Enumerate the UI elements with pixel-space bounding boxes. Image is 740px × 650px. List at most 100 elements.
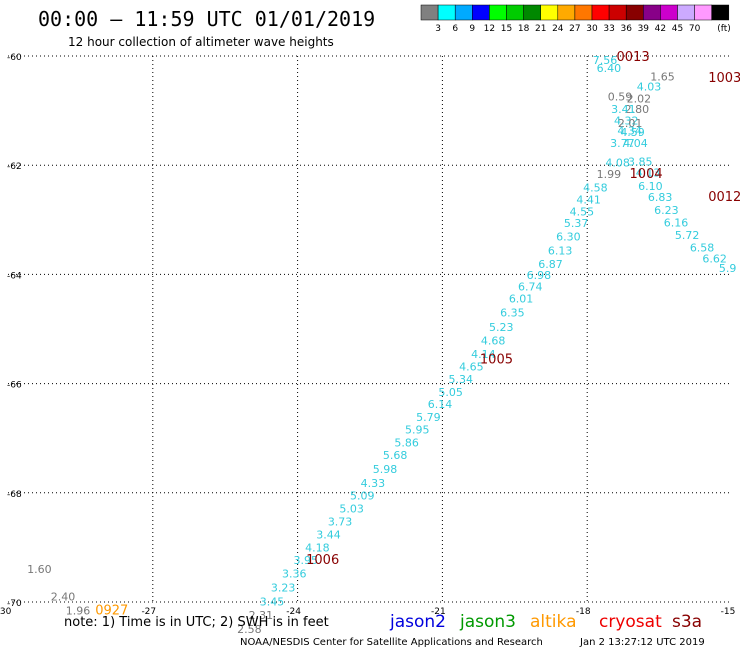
swh-point-label: 2.58 — [237, 623, 262, 636]
pass-time-label: 0927 — [95, 604, 128, 619]
colorbar-swatch — [523, 4, 541, 21]
swh-point-label: 4.04 — [623, 137, 648, 150]
swh-point-label: 4.59 — [620, 126, 645, 139]
swh-point-label: 5.68 — [383, 449, 408, 462]
satellite-legend: jason2 jason3 altika cryosat s3a — [389, 612, 702, 632]
swh-point-label: 5.09 — [350, 490, 375, 503]
swh-point-label: 4.18 — [305, 541, 330, 554]
swh-point-label: 3.95 — [294, 554, 319, 567]
plot-area — [155, 56, 740, 602]
swh-point-label: 5.05 — [438, 386, 463, 399]
plot-background — [155, 56, 740, 602]
swh-point-label: 3.73 — [328, 516, 353, 529]
colorbar-swatch — [591, 4, 610, 21]
swh-point-label: 2.01 — [618, 117, 643, 130]
swh-point-label: 5.72 — [675, 229, 700, 242]
satellite-legend-jason3: jason3 — [459, 612, 516, 632]
gridlines — [8, 55, 732, 603]
colorbar-swatch — [608, 4, 627, 21]
swh-point-label: 5.37 — [564, 217, 589, 230]
swh-point-label: 5.98 — [373, 463, 398, 476]
colorbar-swatch — [694, 4, 712, 21]
colorbar-unit-label: (ft) — [717, 24, 731, 34]
swh-point-label: 1.99 — [597, 168, 622, 181]
pass-time-label: 1005 — [480, 353, 513, 368]
footer: note: 1) Time is in UTC; 2) SWH is in fe… — [64, 612, 705, 648]
swh-point-label: 4.14 — [471, 348, 496, 361]
colorbar-tick-label: 15 — [501, 24, 512, 34]
colorbar-swatch — [489, 4, 507, 21]
swh-point-label: 0.59 — [608, 90, 633, 103]
y-tick-label: -66 — [7, 381, 22, 391]
swh-point-label: 6.40 — [597, 62, 622, 75]
colorbar-tick-label: 18 — [518, 24, 530, 34]
swh-point-label: 3.23 — [271, 581, 296, 594]
x-tick-label: -24 — [286, 607, 301, 617]
colorbar-tick-label: 45 — [672, 24, 683, 34]
swh-point-label: 6.16 — [664, 217, 689, 230]
colorbar-swatch — [454, 4, 473, 21]
x-tick-label: -30 — [0, 607, 12, 617]
swh-point-label: 5.34 — [448, 373, 473, 386]
colorbar-swatch — [506, 4, 524, 21]
satellite-legend-s3a: s3a — [672, 612, 702, 632]
chart-subtitle: 12 hour collection of altimeter wave hei… — [68, 35, 334, 49]
swh-point-label: 6.74 — [518, 280, 543, 293]
footer-timestamp: Jan 2 13:27:12 UTC 2019 — [579, 637, 705, 648]
swh-point-label: 6.01 — [509, 292, 534, 305]
swh-point-label: 5.23 — [489, 321, 514, 334]
swh-point-label: 6.83 — [648, 191, 673, 204]
swh-point-label: 3.85 — [628, 155, 653, 168]
y-tick-label: -64 — [7, 271, 22, 281]
colorbar-swatch — [437, 4, 456, 21]
swh-point-label: 6.35 — [500, 307, 525, 320]
pass-time-label: 0012 — [708, 190, 740, 205]
footer-note: note: 1) Time is in UTC; 2) SWH is in fe… — [64, 615, 329, 630]
chart-title: 00:00 – 11:59 UTC 01/01/2019 — [38, 7, 375, 31]
colorbar-tick-label: 33 — [603, 24, 614, 34]
colorbar-swatch — [677, 4, 695, 21]
y-tick-label: -62 — [7, 162, 22, 172]
header: 00:00 – 11:59 UTC 01/01/2019 12 hour col… — [38, 7, 375, 49]
colorbar-tick-label: 70 — [689, 24, 701, 34]
colorbar-tick-label: 3 — [435, 24, 441, 34]
colorbar-swatch — [574, 4, 593, 21]
colorbar-swatch — [643, 4, 661, 21]
swh-point-label: 4.65 — [459, 361, 484, 374]
pass-labels: 0013 1003 1004 0012 1005 1006 0927 — [95, 50, 740, 619]
colorbar-tick-label: 30 — [586, 24, 598, 34]
colorbar-swatch — [540, 4, 559, 21]
satellite-legend-jason2: jason2 — [389, 612, 446, 632]
swh-point-label: 6.98 — [527, 269, 552, 282]
pass-time-label: 1003 — [708, 71, 740, 86]
colorbar-tick-label: 42 — [655, 24, 666, 34]
pass-time-label: 0013 — [617, 50, 650, 65]
x-tick-label: -15 — [721, 607, 736, 617]
colorbar-tick-label: 21 — [535, 24, 546, 34]
swh-point-label: 4.34 — [617, 124, 642, 137]
colorbar-tick-label: 6 — [452, 24, 458, 34]
swh-point-label: 6.23 — [654, 204, 679, 217]
colorbar: 3 6 9 12 15 18 21 24 27 30 33 36 39 42 45 70 (ft) — [420, 4, 731, 34]
swh-point-label: 4.03 — [637, 81, 662, 94]
swh-point-label: 5.9 — [719, 262, 737, 275]
swh-point-label: 4.13 — [636, 166, 661, 179]
colorbar-tick-label: 24 — [552, 24, 564, 34]
swh-point-label: 4.41 — [576, 194, 601, 207]
y-tick-label: -68 — [7, 490, 22, 500]
swh-point-label: 2.02 — [627, 93, 652, 106]
colorbar-swatch — [660, 4, 678, 21]
colorbar-tick-label: 12 — [484, 24, 495, 34]
swh-point-label: 1.65 — [650, 71, 675, 84]
swh-point-label: 5.03 — [339, 503, 364, 516]
y-tick-label: -60 — [7, 53, 22, 63]
swh-point-label: 4.55 — [570, 206, 595, 219]
swh-point-label: 6.58 — [690, 242, 715, 255]
swh-point-label: 6.30 — [556, 231, 581, 244]
swh-point-label: 5.95 — [405, 423, 430, 436]
swh-point-label: 2.40 — [51, 591, 76, 604]
swh-point-label: 4.08 — [605, 156, 630, 169]
swh-point-label: 2.80 — [625, 103, 650, 116]
swh-point-label: 3.41 — [611, 103, 636, 116]
